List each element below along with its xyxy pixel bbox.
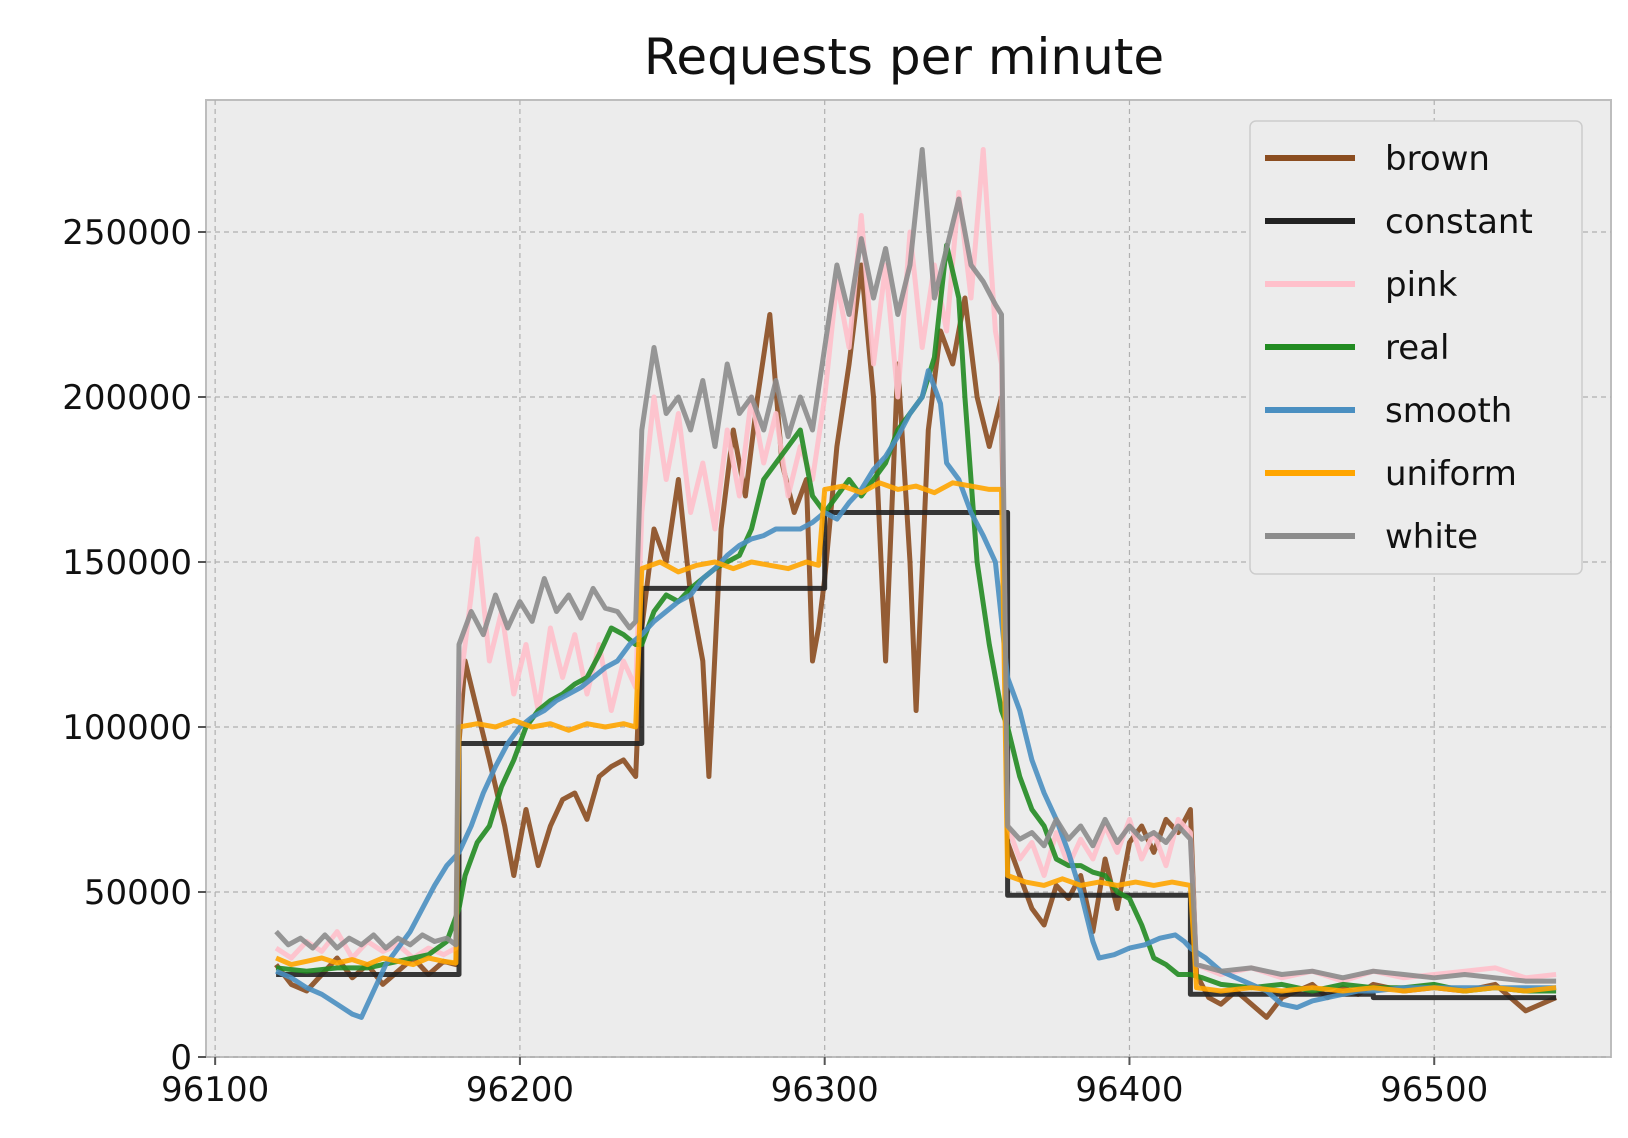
x-tick-label: 96300 xyxy=(771,1070,879,1110)
x-tick-label: 96500 xyxy=(1380,1070,1488,1110)
axes: 96100 96200 96300 96400 96500 0 50000 100000 150… xyxy=(62,213,1488,1110)
legend-label-real: real xyxy=(1385,328,1449,368)
series-line-white xyxy=(274,147,1557,984)
chart-title: Requests per minute xyxy=(644,28,1164,86)
legend-label-white: white xyxy=(1385,517,1478,557)
y-tick-label: 100000 xyxy=(62,708,192,748)
series-line-pink xyxy=(274,147,1557,984)
y-tick-label: 50000 xyxy=(84,873,192,913)
series-layer xyxy=(274,147,1558,1020)
legend: brown constant pink real smooth uniform white xyxy=(1249,120,1583,575)
legend-label-smooth: smooth xyxy=(1385,391,1512,431)
x-tick-label: 96400 xyxy=(1075,1070,1183,1110)
legend-label-constant: constant xyxy=(1385,202,1533,242)
series-line-brown xyxy=(274,262,1558,1020)
legend-label-uniform: uniform xyxy=(1385,454,1517,494)
legend-label-pink: pink xyxy=(1385,265,1458,305)
y-tick-label: 200000 xyxy=(62,378,192,418)
x-tick-label: 96100 xyxy=(161,1070,269,1110)
legend-label-brown: brown xyxy=(1385,139,1490,179)
y-tick-label: 250000 xyxy=(62,213,192,253)
series-line-uniform xyxy=(275,480,1557,994)
legend-box xyxy=(1249,120,1583,575)
series-line-smooth xyxy=(275,368,1557,1020)
y-tick-label: 150000 xyxy=(62,543,192,583)
y-tick-label: 0 xyxy=(170,1038,192,1078)
x-tick-label: 96200 xyxy=(466,1070,574,1110)
